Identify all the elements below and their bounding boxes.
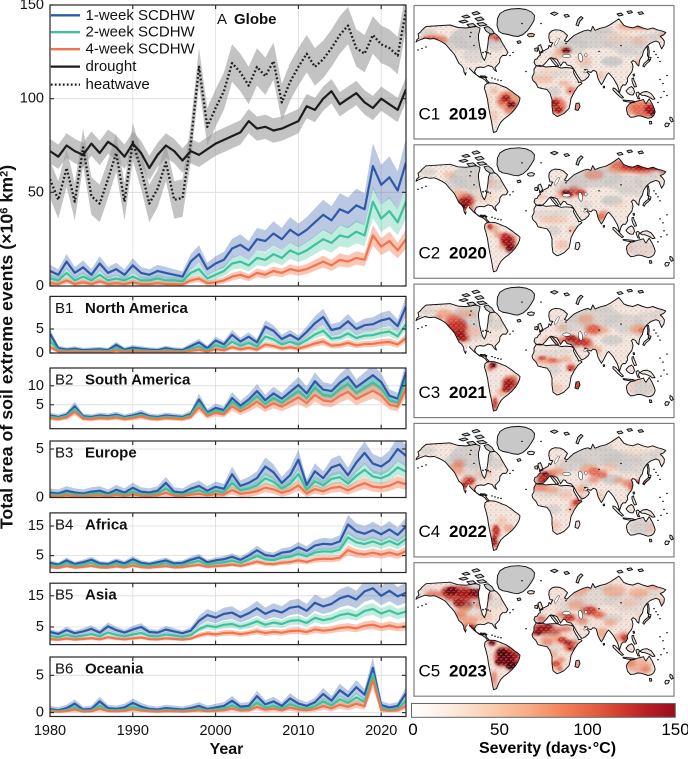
svg-text:Total area of soil extreme eve: Total area of soil extreme events (×106 … bbox=[0, 165, 17, 529]
svg-text:5: 5 bbox=[36, 548, 44, 564]
svg-text:C1: C1 bbox=[419, 104, 441, 123]
svg-text:C3: C3 bbox=[419, 383, 441, 402]
svg-text:4-week SCDHW: 4-week SCDHW bbox=[86, 41, 196, 58]
svg-text:0: 0 bbox=[36, 345, 44, 361]
svg-text:A: A bbox=[217, 11, 227, 28]
svg-text:150: 150 bbox=[20, 0, 44, 13]
svg-text:2023: 2023 bbox=[449, 662, 487, 681]
svg-text:100: 100 bbox=[573, 720, 601, 739]
svg-text:15: 15 bbox=[28, 588, 44, 604]
svg-text:5: 5 bbox=[36, 397, 44, 413]
svg-text:2021: 2021 bbox=[449, 383, 487, 402]
svg-text:0: 0 bbox=[36, 278, 44, 294]
svg-text:1980: 1980 bbox=[34, 723, 66, 739]
svg-text:C4: C4 bbox=[419, 522, 441, 541]
svg-text:B6: B6 bbox=[55, 661, 73, 678]
svg-text:100: 100 bbox=[20, 91, 44, 107]
svg-text:Oceania: Oceania bbox=[85, 661, 144, 678]
svg-text:South America: South America bbox=[85, 372, 191, 389]
svg-text:2020: 2020 bbox=[449, 244, 487, 263]
svg-text:Year: Year bbox=[210, 741, 244, 758]
svg-text:Severity (days·°C): Severity (days·°C) bbox=[479, 740, 616, 757]
svg-text:Europe: Europe bbox=[85, 445, 137, 462]
svg-text:50: 50 bbox=[28, 184, 44, 200]
svg-text:0: 0 bbox=[408, 720, 417, 739]
svg-text:2010: 2010 bbox=[282, 723, 314, 739]
svg-text:2020: 2020 bbox=[365, 723, 397, 739]
svg-text:B2: B2 bbox=[55, 372, 73, 389]
svg-text:150: 150 bbox=[661, 720, 688, 739]
svg-text:C5: C5 bbox=[419, 662, 441, 681]
svg-text:Africa: Africa bbox=[85, 516, 128, 533]
svg-text:2022: 2022 bbox=[449, 522, 487, 541]
svg-text:2000: 2000 bbox=[199, 723, 231, 739]
svg-text:50: 50 bbox=[490, 720, 509, 739]
svg-text:1-week SCDHW: 1-week SCDHW bbox=[86, 7, 196, 24]
svg-text:drought: drought bbox=[86, 58, 138, 75]
svg-text:0: 0 bbox=[36, 490, 44, 506]
svg-text:Globe: Globe bbox=[234, 11, 277, 28]
svg-text:B4: B4 bbox=[55, 516, 73, 533]
svg-text:0: 0 bbox=[36, 705, 44, 721]
svg-text:B5: B5 bbox=[55, 587, 73, 604]
svg-text:C2: C2 bbox=[419, 244, 441, 263]
svg-text:5: 5 bbox=[36, 441, 44, 457]
svg-text:5: 5 bbox=[36, 321, 44, 337]
svg-text:heatwave: heatwave bbox=[86, 76, 150, 93]
svg-text:1990: 1990 bbox=[117, 723, 149, 739]
svg-text:North America: North America bbox=[85, 300, 188, 317]
svg-text:B1: B1 bbox=[55, 300, 73, 317]
svg-text:5: 5 bbox=[36, 667, 44, 683]
svg-text:2019: 2019 bbox=[449, 104, 487, 123]
svg-text:2-week SCDHW: 2-week SCDHW bbox=[86, 24, 196, 41]
svg-text:Asia: Asia bbox=[85, 587, 117, 604]
svg-text:10: 10 bbox=[28, 378, 44, 394]
svg-text:5: 5 bbox=[36, 619, 44, 635]
svg-text:15: 15 bbox=[28, 518, 44, 534]
svg-text:B3: B3 bbox=[55, 445, 73, 462]
